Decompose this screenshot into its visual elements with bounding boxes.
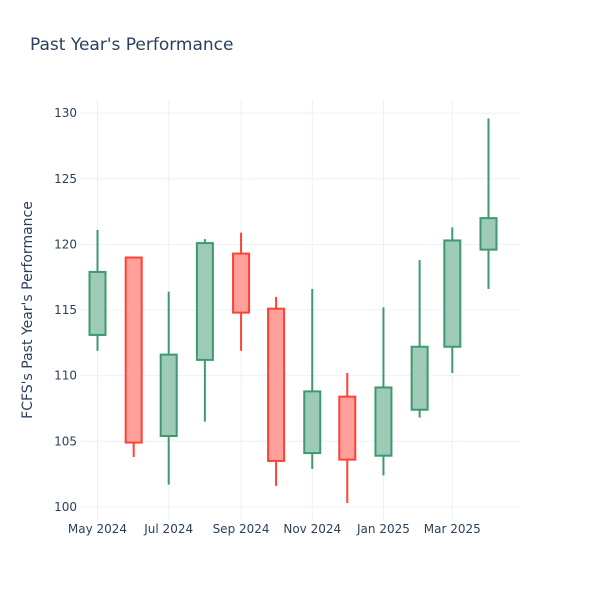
y-tick-label: 100 (54, 500, 77, 514)
candle-decreasing (267, 296, 286, 486)
candle-increasing (159, 291, 178, 485)
candle-body (88, 270, 107, 336)
candle-increasing (443, 227, 462, 373)
candle-body (443, 239, 462, 348)
y-tick-label: 105 (54, 434, 77, 448)
candle-body (374, 386, 393, 457)
candle-increasing (195, 239, 214, 422)
y-axis-title: FCFS's Past Year's Performance (20, 201, 36, 419)
x-tick-labels: May 2024 Jul 2024 Sep 2024 Nov 2024 Jan 2025… (68, 522, 481, 536)
candle-body (195, 242, 214, 361)
y-tick-label: 120 (54, 237, 77, 251)
y-tick-label: 115 (54, 303, 77, 317)
candle-body (159, 353, 178, 437)
x-tick-label: Jan 2025 (356, 522, 410, 536)
candle-increasing (410, 260, 429, 418)
candle-body (267, 307, 286, 462)
chart-title: Past Year's Performance (30, 35, 234, 55)
y-tick-labels: 100 105 110 115 120 125 130 (54, 106, 77, 514)
candle-body (479, 217, 498, 251)
y-tick-label: 110 (54, 369, 77, 383)
candle-decreasing (338, 373, 357, 503)
candle-increasing (303, 289, 322, 469)
candle-decreasing (124, 256, 143, 457)
x-tick-label: Sep 2024 (213, 522, 270, 536)
candle-body (410, 345, 429, 411)
candle-decreasing (232, 232, 251, 351)
x-tick-label: Jul 2024 (143, 522, 193, 536)
x-tick-label: May 2024 (68, 522, 127, 536)
candle-body (338, 395, 357, 461)
x-tick-label: Mar 2025 (424, 522, 481, 536)
candle-increasing (374, 307, 393, 476)
candle-body (232, 252, 251, 314)
candle-increasing (479, 118, 498, 289)
candle-body (303, 390, 322, 455)
x-tick-label: Nov 2024 (283, 522, 341, 536)
candle-layer (88, 118, 498, 503)
y-tick-label: 130 (54, 106, 77, 120)
candle-increasing (88, 229, 107, 351)
candle-body (124, 256, 143, 444)
y-tick-label: 125 (54, 172, 77, 186)
